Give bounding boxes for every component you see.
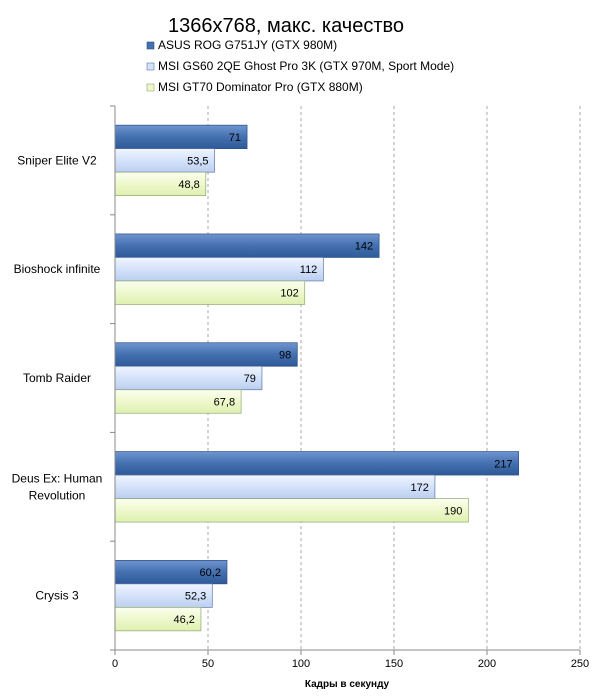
- axes: 0 50 100 150 200 250: [110, 105, 589, 670]
- x-axis-label: Кадры в секунду: [305, 679, 390, 690]
- category-label: Sniper Elite V2: [17, 153, 97, 167]
- tick-label: 250: [571, 658, 589, 670]
- bar: [114, 498, 469, 523]
- data-label: 98: [279, 350, 291, 362]
- legend-swatch: [146, 83, 155, 92]
- data-label: 48,8: [178, 179, 199, 191]
- gridlines: [207, 106, 581, 650]
- data-label: 172: [411, 482, 429, 494]
- data-label: 53,5: [187, 155, 208, 167]
- category-label: Revolution: [29, 488, 86, 502]
- data-label: 79: [244, 373, 256, 385]
- bar: [114, 451, 519, 476]
- data-label: 190: [444, 505, 462, 517]
- legend-swatch: [146, 62, 155, 71]
- bar: [114, 474, 436, 499]
- legend: ASUS ROG G751JY (GTX 980M) MSI GS60 2QE G…: [146, 38, 454, 94]
- tick-label: 150: [385, 658, 403, 670]
- data-label: 67,8: [214, 397, 235, 409]
- bar: [114, 233, 380, 258]
- data-label: 142: [355, 241, 373, 253]
- category-label: Bioshock infinite: [14, 262, 101, 276]
- tick-label: 50: [202, 658, 214, 670]
- bar: [114, 124, 248, 150]
- data-label: 52,3: [185, 591, 206, 603]
- bar: [114, 365, 263, 391]
- category-label: Deus Ex: Human: [12, 471, 103, 485]
- legend-entry: ASUS ROG G751JY (GTX 980M): [158, 38, 337, 52]
- legend-entry: MSI GT70 Dominator Pro (GTX 880M): [158, 80, 363, 94]
- bar: [114, 342, 298, 367]
- tick-label: 0: [112, 658, 118, 670]
- tick-label: 200: [478, 658, 496, 670]
- data-label: 112: [300, 264, 318, 276]
- category-label: Tomb Raider: [23, 371, 91, 385]
- data-label: 60,2: [200, 567, 221, 579]
- category-label: Crysis 3: [35, 589, 79, 603]
- data-label: 71: [229, 132, 241, 144]
- legend-swatch: [146, 41, 155, 50]
- data-label: 102: [280, 288, 298, 300]
- data-label: 46,2: [174, 614, 195, 626]
- tick-label: 100: [292, 658, 310, 670]
- data-label: 217: [494, 458, 512, 470]
- chart-title: 1366x768, макс. качество: [168, 15, 404, 37]
- legend-entry: MSI GS60 2QE Ghost Pro 3K (GTX 970M, Spo…: [158, 59, 454, 73]
- bar: [114, 257, 324, 282]
- bar: [114, 280, 306, 305]
